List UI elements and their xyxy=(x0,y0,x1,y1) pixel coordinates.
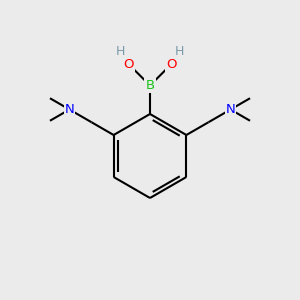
Text: O: O xyxy=(124,58,134,71)
Text: O: O xyxy=(166,58,176,71)
Text: N: N xyxy=(64,103,74,116)
Text: H: H xyxy=(175,45,184,58)
Text: H: H xyxy=(116,45,125,58)
Text: N: N xyxy=(226,103,236,116)
Text: B: B xyxy=(146,79,154,92)
